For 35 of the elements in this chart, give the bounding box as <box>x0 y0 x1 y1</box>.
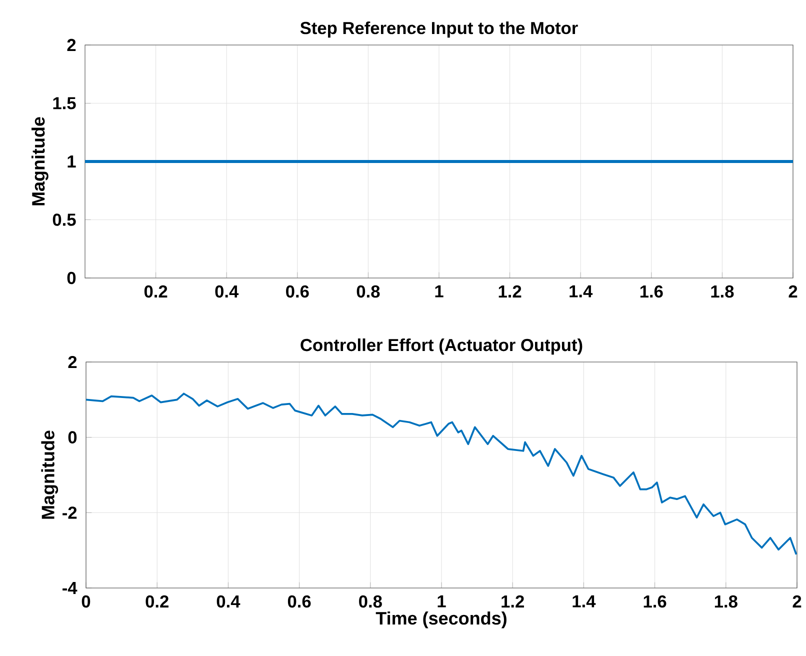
x-tick-label: 0.2 <box>146 595 168 608</box>
y-tick-label: 1 <box>68 156 76 168</box>
x-tick-label: 1 <box>438 595 446 608</box>
y-tick-label: -2 <box>62 506 77 519</box>
x-tick-label: 1.2 <box>502 595 524 608</box>
x-tick-label: 0.6 <box>288 595 311 608</box>
x-tick-label: 1.6 <box>640 285 663 298</box>
x-tick-label: 1 <box>435 285 444 298</box>
x-tick-label: 1.8 <box>711 285 734 298</box>
y-tick-label: 2 <box>68 356 77 368</box>
x-tick-label: 0.6 <box>286 285 309 298</box>
x-tick-label: 0.4 <box>216 595 240 608</box>
x-tick-label: 0.4 <box>215 285 239 298</box>
y-axis-title: Magnitude <box>32 117 48 206</box>
x-tick-label: 1.6 <box>644 595 666 608</box>
y-tick-label: 0 <box>67 272 76 284</box>
x-tick-label: 1.4 <box>570 285 593 298</box>
y-axis-title: Magnitude <box>41 430 58 519</box>
y-tick-label: 0 <box>68 431 77 444</box>
x-tick-label: 0.2 <box>144 285 168 298</box>
chart-title: Controller Effort (Actuator Output) <box>300 338 582 355</box>
y-tick-label: -4 <box>62 582 78 594</box>
x-tick-label: 1.4 <box>572 595 596 608</box>
x-tick-label: 2 <box>792 595 802 608</box>
x-axis-title: Time (seconds) <box>376 611 506 628</box>
x-tick-label: 0 <box>82 595 90 608</box>
x-tick-label: 2 <box>788 285 798 298</box>
y-tick-label: 2 <box>67 38 76 52</box>
x-tick-label: 0.8 <box>356 285 380 298</box>
y-tick-label: 1.5 <box>53 97 76 110</box>
chart-title: Step Reference Input to the Motor <box>300 21 578 38</box>
y-tick-label: 0.5 <box>52 214 76 226</box>
x-tick-label: 1.8 <box>714 595 738 608</box>
x-tick-label: 1.2 <box>498 285 522 298</box>
x-tick-label: 0.8 <box>359 595 382 608</box>
